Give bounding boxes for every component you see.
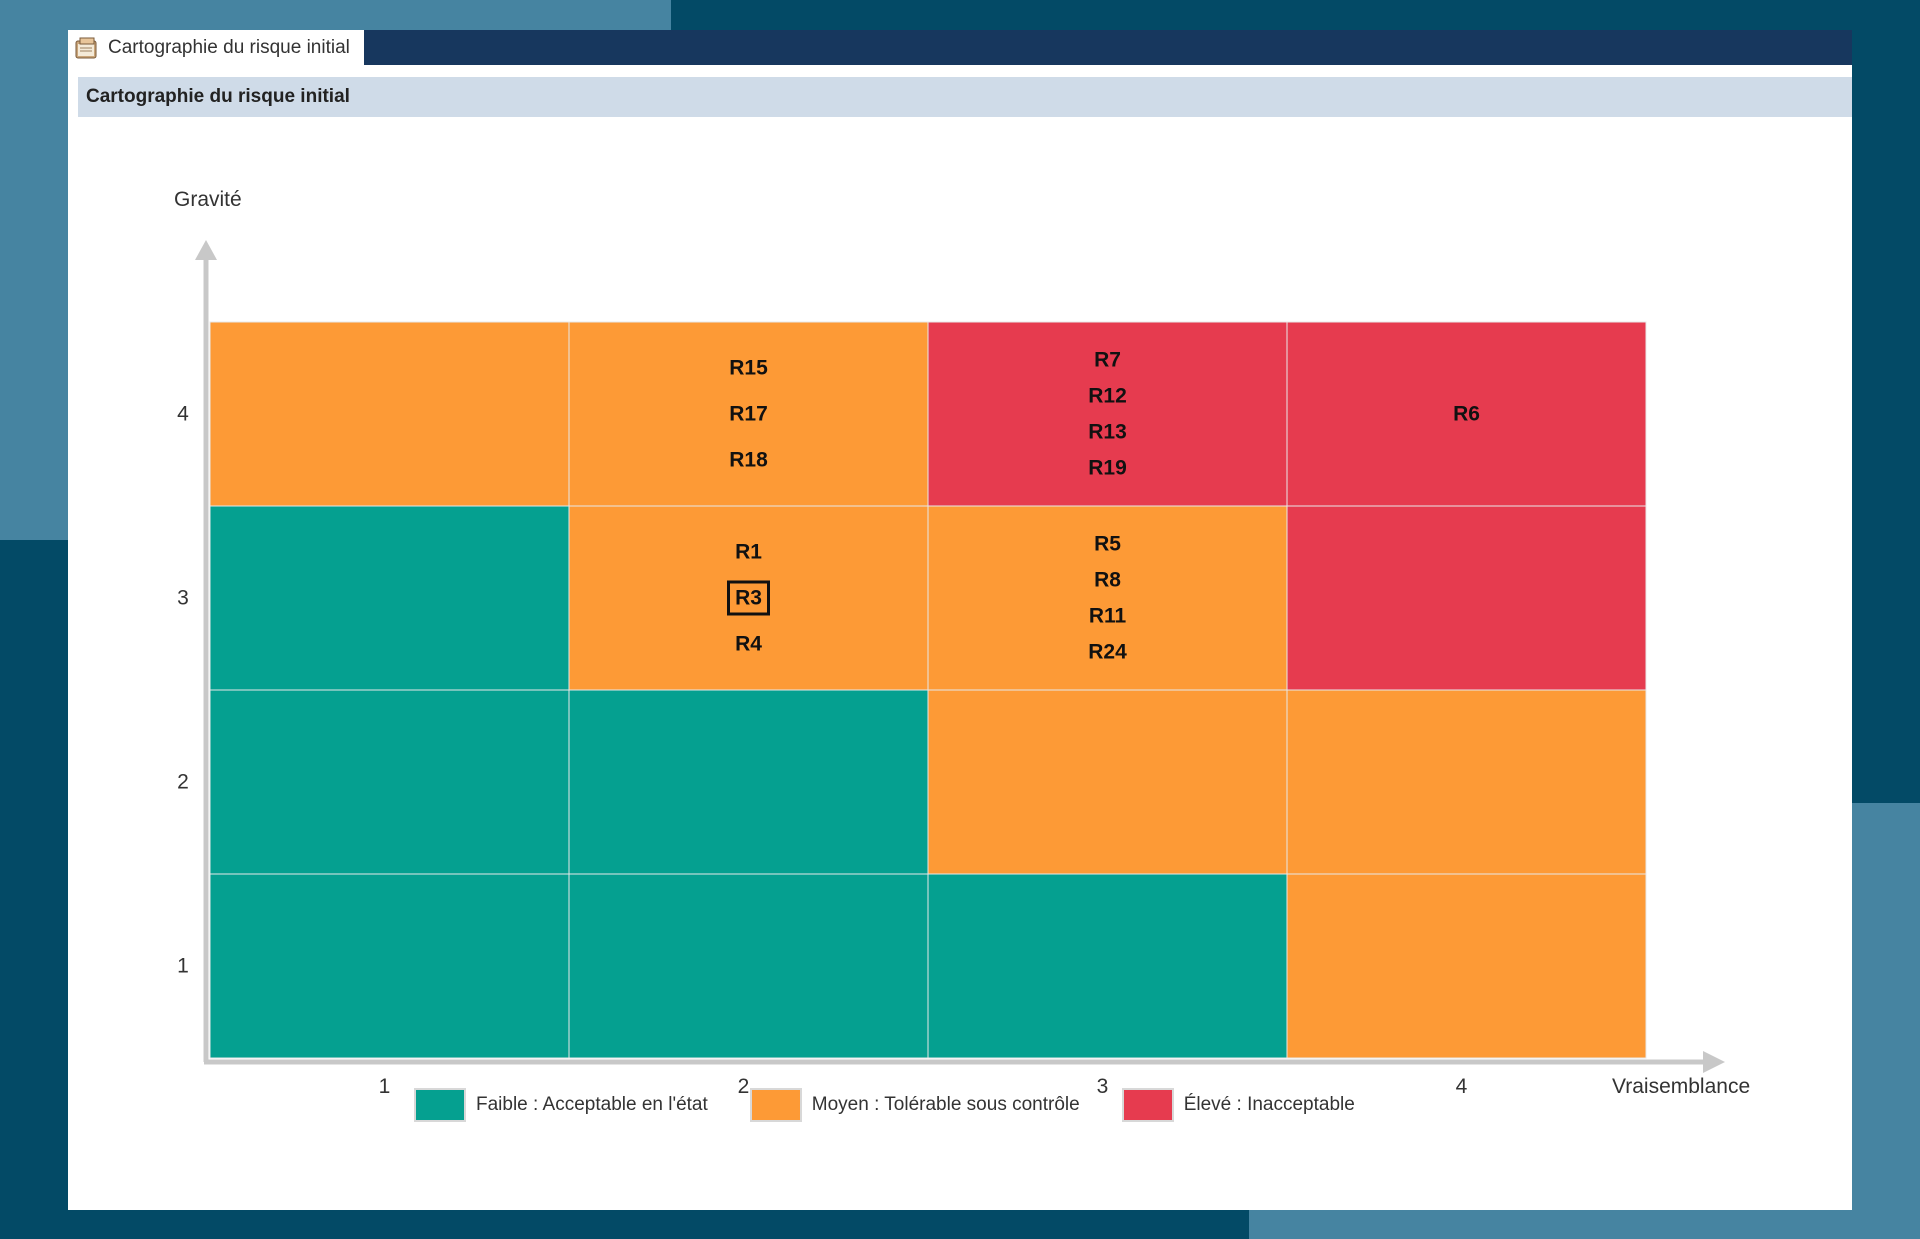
matrix-cell bbox=[927, 689, 1288, 875]
matrix-cell bbox=[1286, 873, 1647, 1059]
matrix-cell bbox=[927, 321, 1288, 507]
legend-label: Moyen : Tolérable sous contrôle bbox=[811, 1094, 1080, 1115]
matrix-cell bbox=[1286, 505, 1647, 691]
x-tick-label: 4 bbox=[1456, 1075, 1468, 1098]
matrix-cell bbox=[1286, 689, 1647, 875]
chart-legend: Faible : Acceptable en l'état Moyen : Tol… bbox=[414, 1088, 1397, 1122]
matrix-cell bbox=[927, 505, 1288, 691]
matrix-cell bbox=[568, 689, 929, 875]
window-titlebar: Cartographie du risque initial bbox=[68, 30, 1852, 65]
risk-label: R12 bbox=[1088, 385, 1127, 408]
y-tick-label: 4 bbox=[177, 403, 189, 426]
risk-label: R11 bbox=[1089, 605, 1127, 628]
risk-label: R1 bbox=[735, 541, 762, 564]
section-title: Cartographie du risque initial bbox=[86, 86, 350, 107]
risk-label: R15 bbox=[729, 357, 768, 380]
tab-title: Cartographie du risque initial bbox=[108, 36, 350, 58]
x-axis-title: Vraisemblance bbox=[1612, 1075, 1750, 1098]
background-panel bbox=[1852, 803, 1920, 1239]
y-tick-label: 2 bbox=[177, 771, 189, 794]
matrix-cell bbox=[568, 321, 929, 507]
legend-swatch bbox=[1121, 1088, 1174, 1122]
risk-label: R24 bbox=[1088, 641, 1127, 664]
matrix-cell bbox=[209, 689, 570, 875]
legend-swatch bbox=[414, 1088, 466, 1122]
risk-label: R13 bbox=[1088, 421, 1127, 444]
legend-swatch bbox=[749, 1088, 802, 1122]
report-icon bbox=[75, 37, 97, 58]
legend-label: Faible : Acceptable en l'état bbox=[476, 1094, 708, 1115]
y-tick-label: 1 bbox=[177, 955, 189, 978]
y-tick-label: 3 bbox=[177, 587, 189, 610]
x-tick-label: 3 bbox=[1097, 1075, 1109, 1098]
risk-label: R19 bbox=[1088, 457, 1127, 480]
matrix-cell bbox=[209, 873, 570, 1059]
risk-label: R5 bbox=[1094, 533, 1121, 556]
x-axis-arrow bbox=[1703, 1051, 1725, 1073]
matrix-cell bbox=[1286, 321, 1647, 507]
legend-item-high: Élevé : Inacceptable bbox=[1121, 1088, 1355, 1122]
x-tick-label: 2 bbox=[738, 1075, 750, 1098]
risk-label: R18 bbox=[729, 449, 768, 472]
matrix-cell bbox=[209, 321, 570, 507]
matrix-cell bbox=[927, 873, 1288, 1059]
risk-label: R8 bbox=[1094, 569, 1121, 592]
x-tick-label: 1 bbox=[379, 1075, 391, 1098]
window-tab[interactable]: Cartographie du risque initial bbox=[68, 30, 364, 65]
matrix-cell bbox=[568, 505, 929, 691]
legend-item-low: Faible : Acceptable en l'état bbox=[414, 1088, 708, 1122]
y-axis-title: Gravité bbox=[174, 188, 242, 211]
risk-highlight-box bbox=[727, 580, 770, 616]
y-axis-arrow bbox=[195, 240, 217, 260]
risk-label: R7 bbox=[1094, 349, 1121, 372]
legend-item-medium: Moyen : Tolérable sous contrôle bbox=[749, 1088, 1080, 1122]
section-header: Cartographie du risque initial bbox=[78, 77, 1852, 117]
matrix-cell bbox=[568, 873, 929, 1059]
risk-label: R3 bbox=[735, 587, 762, 610]
risk-label: R17 bbox=[729, 403, 768, 426]
risk-label: R4 bbox=[735, 633, 762, 656]
matrix-cell bbox=[209, 505, 570, 691]
background-panel bbox=[1249, 1210, 1920, 1239]
risk-label: R6 bbox=[1453, 403, 1480, 426]
legend-label: Élevé : Inacceptable bbox=[1183, 1094, 1355, 1115]
